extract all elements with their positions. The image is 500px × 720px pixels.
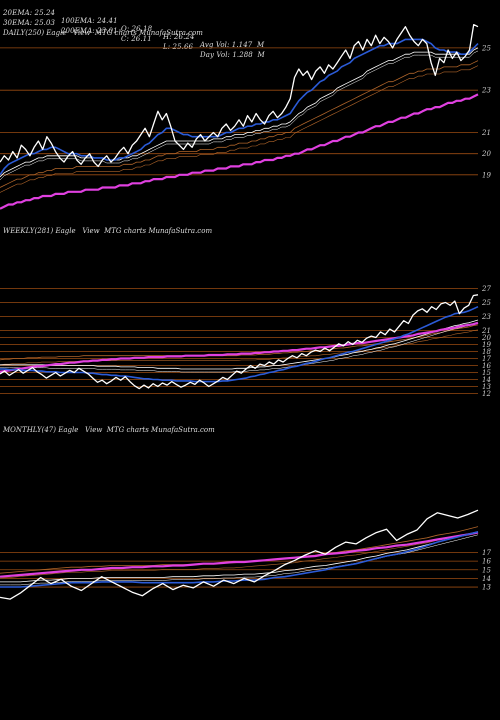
weekly-y-tick-label: 23 [481,313,491,321]
weekly-y-tick-label: 19 [482,341,491,349]
close-readout: C: 26.11 [121,35,152,43]
monthly-ema-mid-line [0,531,479,583]
weekly-y-tick-label: 12 [482,390,491,398]
day-vol-readout: Day Vol: 1.288 M [200,51,265,59]
daily-panel-title: DAILY(250) Eagle View MTG charts MunafaS… [3,29,203,37]
weekly-y-tick-label: 14 [482,376,491,384]
monthly-y-tick-label: 16 [482,558,491,566]
weekly-ema-brown-line [0,324,479,361]
weekly-price-line [0,294,479,390]
weekly-y-tick-label: 13 [482,383,491,391]
weekly-y-tick-label: 25 [481,299,491,307]
daily-y-tick-label: 25 [481,44,491,52]
daily-ema-short-line [0,38,479,176]
daily-ema-brown-line [0,65,479,193]
daily-y-tick-label: 20 [481,150,491,158]
daily-ema-mid-line [0,50,479,181]
monthly-y-tick-label: 14 [482,575,491,583]
header-row-2: 30EMA: 25.03 200EMA: 23.01 C: 26.11 L: 2… [3,11,265,59]
weekly-panel-title: WEEKLY(281) Eagle View MTG charts Munafa… [3,227,213,235]
ema20-readout: 20EMA: 25.24 [3,9,56,17]
monthly-ema-long-line [0,531,479,578]
monthly-y-tick-label: 15 [482,566,491,574]
daily-price-line [0,23,479,168]
daily-y-tick-label: 19 [482,171,491,179]
monthly-y-tick-label: 17 [482,549,491,557]
weekly-y-tick-label: 18 [482,348,491,356]
weekly-ema-short-line [0,305,479,383]
monthly-ema-mid-line [0,534,479,586]
monthly-ema-brown-line [0,531,479,579]
weekly-y-tick-label: 17 [482,355,491,363]
ema200-readout: 200EMA: 23.01 [61,27,118,35]
weekly-y-tick-label: 15 [482,369,491,377]
weekly-y-tick-label: 16 [482,362,491,370]
avg-vol-readout: Avg Vol: 1.147 M [200,41,265,49]
daily-ema-long-line [0,93,479,210]
ema100-readout: 100EMA: 24.41 [61,17,118,25]
weekly-y-tick-label: 20 [481,334,491,342]
monthly-panel-title: MONTHLY(47) Eagle View MTG charts Munafa… [3,426,215,434]
monthly-y-tick-label: 13 [482,584,491,592]
daily-ema-brown-line [0,60,479,188]
daily-y-tick-label: 23 [481,87,491,95]
monthly-price-line [0,509,479,600]
header-row-1: 20EMA: 25.24 100EMA: 24.41 O: 26.18 H: 2… [3,1,264,49]
weekly-y-tick-label: 21 [481,327,491,335]
high-readout: H: 26.24 [163,33,195,41]
daily-chart: 25 23 21 20 19 [0,23,491,210]
daily-y-tick-label: 21 [481,129,491,137]
ema30-readout: 30EMA: 25.03 [3,19,56,27]
weekly-y-tick-label: 27 [481,285,491,293]
open-readout: O: 26.18 [121,25,153,33]
weekly-ema-mid-line [0,319,479,370]
low-readout: L: 25.66 [163,43,194,51]
daily-ema-mid-line [0,47,479,178]
